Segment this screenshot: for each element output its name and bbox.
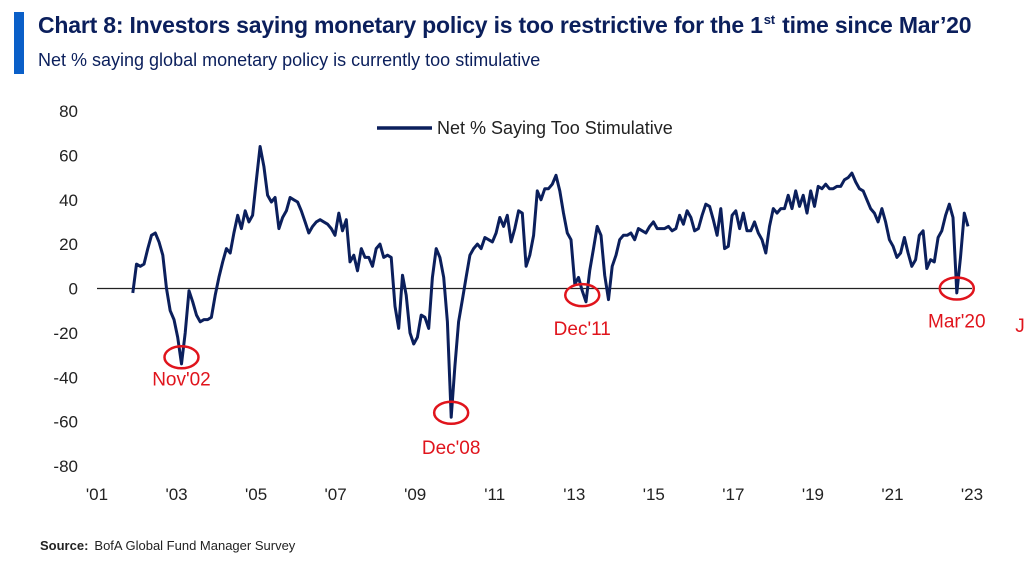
y-tick-label: 80 bbox=[59, 102, 78, 121]
x-tick-label: '17 bbox=[722, 485, 744, 504]
accent-bar bbox=[14, 12, 24, 74]
y-tick-label: -60 bbox=[53, 413, 78, 432]
source-text: BofA Global Fund Manager Survey bbox=[94, 538, 296, 553]
source-note: Source: BofA Global Fund Manager Survey bbox=[40, 538, 295, 553]
chart-title-end: time since Mar’20 bbox=[775, 12, 972, 38]
y-tick-label: -20 bbox=[53, 324, 78, 343]
y-tick-label: 40 bbox=[59, 191, 78, 210]
x-tick-label: '19 bbox=[802, 485, 824, 504]
annotation-circle bbox=[432, 400, 470, 425]
annotation-label: Dec'08 bbox=[422, 438, 481, 459]
series-line bbox=[131, 145, 970, 419]
x-tick-label: '03 bbox=[165, 485, 187, 504]
chart-subtitle: Net % saying global monetary policy is c… bbox=[38, 50, 541, 70]
y-tick-label: -40 bbox=[53, 368, 78, 387]
x-tick-label: '11 bbox=[484, 485, 505, 504]
chart-title-superscript: st bbox=[763, 12, 775, 28]
source-label: Source: bbox=[40, 538, 89, 553]
x-tick-label: '21 bbox=[881, 485, 903, 504]
x-tick-label: '01 bbox=[86, 485, 108, 504]
legend-label: Net % Saying Too Stimulative bbox=[437, 118, 673, 138]
y-tick-label: -80 bbox=[53, 457, 78, 476]
annotation-circle bbox=[938, 276, 976, 301]
x-tick-label: '05 bbox=[245, 485, 267, 504]
annotation-circle bbox=[163, 345, 200, 370]
annotation-label: Nov'02 bbox=[152, 369, 211, 390]
annotation-circle bbox=[563, 282, 601, 308]
x-tick-label: '13 bbox=[563, 485, 585, 504]
annotation-label: Jan'23 bbox=[1015, 316, 1024, 337]
chart-title: Chart 8: Investors saying monetary polic… bbox=[38, 12, 972, 39]
y-tick-label: 60 bbox=[59, 146, 78, 165]
y-tick-label: 20 bbox=[59, 235, 78, 254]
chart-title-main: Chart 8: Investors saying monetary polic… bbox=[38, 12, 763, 38]
annotation-label: Dec'11 bbox=[554, 319, 611, 340]
x-tick-label: '23 bbox=[961, 485, 983, 504]
annotation-label: Mar'20 bbox=[928, 312, 985, 333]
x-tick-label: '09 bbox=[404, 485, 426, 504]
y-tick-label: 0 bbox=[69, 280, 78, 299]
x-tick-label: '07 bbox=[325, 485, 347, 504]
x-tick-label: '15 bbox=[643, 485, 665, 504]
